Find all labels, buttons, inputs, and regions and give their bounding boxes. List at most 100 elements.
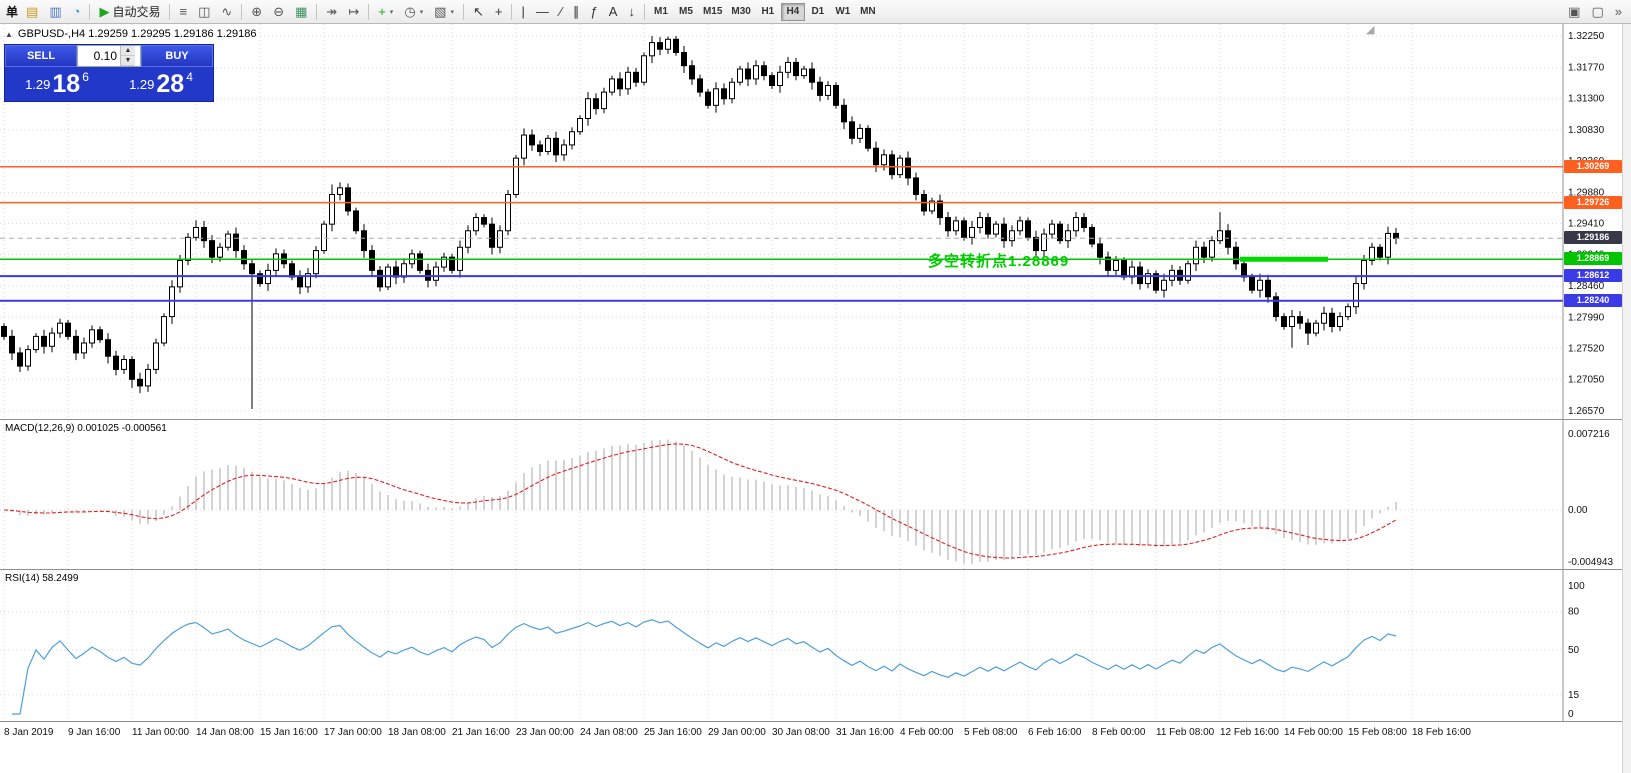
- auto-scroll-button[interactable]: ↠: [321, 2, 342, 22]
- turning-point-annotation[interactable]: 多空转折点1.28869: [928, 253, 1070, 270]
- navigator-button[interactable]: ◔: [68, 2, 86, 22]
- sell-button[interactable]: SELL: [5, 45, 77, 67]
- lot-decrease-button[interactable]: ▼: [121, 56, 135, 66]
- text-button[interactable]: A: [604, 2, 623, 22]
- svg-text:1.27520: 1.27520: [1568, 343, 1605, 354]
- templates-button[interactable]: ▧ ▾: [429, 2, 459, 22]
- one-click-collapse-arrow[interactable]: ▲: [5, 29, 13, 39]
- line-chart-button[interactable]: ∿: [216, 2, 237, 22]
- chart-window-button[interactable]: ▥: [44, 2, 66, 22]
- trendline-button[interactable]: ∕: [555, 2, 567, 22]
- profiles-button[interactable]: ◷ ▾: [399, 2, 428, 22]
- new-chart-button[interactable]: + ▾: [373, 2, 398, 22]
- chart-window[interactable]: 1.322501.317701.313001.308301.303601.298…: [0, 24, 1631, 773]
- macd-indicator-chart[interactable]: 0.007216 0.00 -0.004943: [0, 420, 1631, 570]
- timeframe-m5-button[interactable]: M5: [674, 3, 698, 21]
- arrows-icon: ↓: [628, 4, 635, 19]
- buy-price[interactable]: 1.29 28 4: [109, 67, 213, 101]
- toolbar-overflow-button[interactable]: »: [1610, 2, 1627, 22]
- svg-text:1.27990: 1.27990: [1568, 312, 1605, 323]
- crosshair-icon: +: [494, 4, 503, 19]
- lot-spinner[interactable]: ▲ ▼: [120, 46, 135, 66]
- chart-shift-icon: ↦: [348, 4, 360, 19]
- new-chart-icon: +: [378, 4, 386, 19]
- sell-price-pipette: 6: [82, 70, 89, 84]
- svg-text:1.29880: 1.29880: [1568, 187, 1605, 198]
- equidistant-channel-icon: ∥: [573, 4, 580, 19]
- macd-label: MACD(12,26,9) 0.001025 -0.000561: [5, 423, 167, 434]
- time-axis-label: 29 Jan 00:00: [708, 727, 766, 738]
- autotrading-icon: ▶: [99, 4, 110, 19]
- time-axis[interactable]: 8 Jan 2019 9 Jan 16:00 11 Jan 00:00 14 Jan …: [0, 722, 1631, 773]
- cursor-icon: ↖: [472, 4, 484, 19]
- window-cascade-button[interactable]: ▢: [1586, 2, 1608, 22]
- dropdown-caret-icon: ▾: [419, 8, 424, 16]
- window-cascade-icon: ▢: [1591, 4, 1604, 19]
- time-axis-label: 18 Feb 16:00: [1412, 727, 1471, 738]
- toolbar-separator: [462, 3, 464, 20]
- timeframe-d1-button[interactable]: D1: [806, 3, 830, 21]
- timeframe-m15-button[interactable]: M15: [699, 3, 726, 21]
- time-axis-label: 8 Jan 2019: [4, 727, 54, 738]
- candlestick-chart-button[interactable]: ◫: [193, 2, 215, 22]
- svg-text:0.00: 0.00: [1568, 505, 1588, 516]
- candlestick-chart[interactable]: 1.322501.317701.313001.308301.303601.298…: [0, 24, 1631, 420]
- lot-size-field[interactable]: ▲ ▼: [77, 45, 141, 67]
- chart-shift-button[interactable]: ↦: [343, 2, 364, 22]
- toolbar-separator: [169, 3, 171, 20]
- time-axis-label: 14 Jan 08:00: [196, 727, 254, 738]
- price-axis[interactable]: 1.30269 1.29726 1.29186 1.28869 1.28612 1.282…: [1563, 24, 1625, 419]
- fibonacci-button[interactable]: ƒ: [586, 2, 603, 22]
- lot-size-input[interactable]: [78, 46, 120, 66]
- timeframe-h1-button[interactable]: H1: [756, 3, 780, 21]
- navigator-icon: ◔: [72, 4, 81, 19]
- zoom-out-button[interactable]: ⊖: [268, 2, 289, 22]
- price-panel[interactable]: 1.322501.317701.313001.308301.303601.298…: [0, 24, 1631, 420]
- equidistant-channel-button[interactable]: ∥: [568, 2, 585, 22]
- timeframe-mn-button[interactable]: MN: [856, 3, 880, 21]
- text-icon: A: [608, 4, 618, 19]
- crosshair-button[interactable]: +: [490, 2, 508, 22]
- macd-panel[interactable]: 0.007216 0.00 -0.004943 MACD(12,26,9) 0.00…: [0, 420, 1631, 570]
- sell-price-big: 18: [52, 69, 81, 98]
- window-scrollbar[interactable]: [1622, 24, 1631, 773]
- timeframe-m1-button[interactable]: M1: [649, 3, 673, 21]
- autotrading-button[interactable]: ▶ 自动交易: [94, 2, 165, 22]
- window-tile-icon: ▣: [1568, 4, 1581, 19]
- rsi-panel[interactable]: 100 80 50 15 0 RSI(14) 58.2499: [0, 570, 1631, 722]
- time-axis-label: 25 Jan 16:00: [644, 727, 702, 738]
- timeframe-m30-button[interactable]: M30: [727, 3, 754, 21]
- buy-button[interactable]: BUY: [141, 45, 213, 67]
- time-axis-label: 9 Jan 16:00: [68, 727, 121, 738]
- cursor-button[interactable]: ↖: [468, 2, 489, 22]
- sell-price[interactable]: 1.29 18 6: [5, 67, 109, 101]
- chart-window-icon: ▥: [49, 4, 62, 19]
- lot-increase-button[interactable]: ▲: [121, 46, 135, 56]
- rsi-indicator-chart[interactable]: 100 80 50 15 0: [0, 570, 1631, 722]
- time-axis-label: 6 Feb 16:00: [1028, 727, 1082, 738]
- time-axis-label: 12 Feb 16:00: [1220, 727, 1279, 738]
- vertical-line-button[interactable]: |: [516, 2, 529, 22]
- level-price-tag: 1.30269: [1564, 160, 1622, 173]
- time-axis-label: 18 Jan 08:00: [388, 727, 446, 738]
- timeframe-w1-button[interactable]: W1: [831, 3, 855, 21]
- chart-shift-marker[interactable]: ◢: [1366, 24, 1375, 36]
- time-axis-label: 15 Feb 08:00: [1348, 727, 1407, 738]
- current-price-tag: 1.29186: [1564, 231, 1622, 244]
- zoom-in-button[interactable]: ⊕: [246, 2, 267, 22]
- time-axis-label: 23 Jan 00:00: [516, 727, 574, 738]
- window-tile-button[interactable]: ▣: [1563, 2, 1585, 22]
- profiles-icon: ◷: [404, 4, 416, 19]
- level-price-tag: 1.28612: [1564, 269, 1622, 282]
- horizontal-line-button[interactable]: —: [531, 2, 554, 22]
- svg-text:1.32250: 1.32250: [1568, 31, 1605, 42]
- one-click-trading-panel: SELL ▲ ▼ BUY 1.29 18 6: [4, 44, 214, 102]
- symbol-info: ▲ GBPUSD-,H4 1.29259 1.29295 1.29186 1.2…: [5, 28, 256, 40]
- timeframe-h4-button[interactable]: H4: [780, 2, 805, 21]
- auto-scroll-icon: ↠: [326, 4, 338, 19]
- bar-chart-button[interactable]: ≡: [174, 2, 192, 22]
- grid-button[interactable]: ▦: [290, 2, 312, 22]
- new-order-button[interactable]: ▤: [21, 2, 43, 22]
- arrows-button[interactable]: ↓: [623, 2, 640, 22]
